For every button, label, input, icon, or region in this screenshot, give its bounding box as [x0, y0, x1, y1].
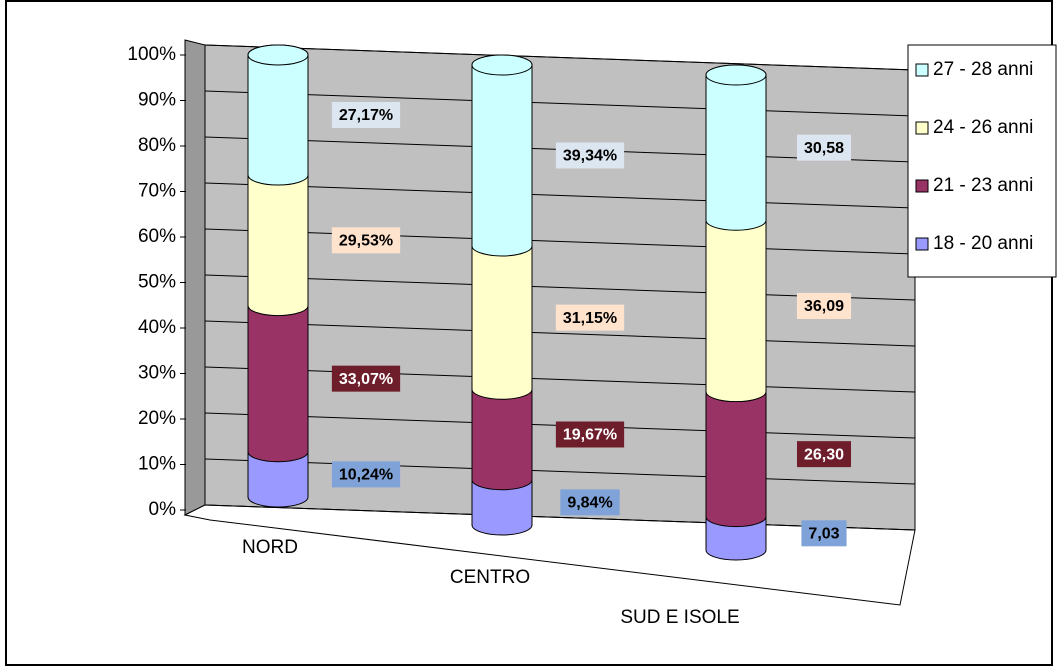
y-tick-label: 40% — [138, 317, 176, 338]
data-label-box — [796, 441, 852, 468]
data-label: 30,58 — [804, 140, 844, 157]
grid-line — [204, 458, 916, 485]
y-tick-label: 30% — [138, 363, 176, 384]
grid-line — [204, 274, 916, 301]
legend-swatch — [915, 121, 929, 135]
legend-swatch — [915, 237, 929, 251]
y-tick-label: 100% — [127, 44, 176, 65]
data-label: 27,17% — [339, 107, 393, 124]
cylinder-segment — [705, 209, 767, 403]
y-tick-label: 10% — [138, 454, 176, 475]
y-tick-label: 70% — [138, 181, 176, 202]
legend-label: 21 - 23 anni — [933, 175, 1033, 196]
data-label: 29,53% — [339, 233, 393, 250]
side-wall — [184, 39, 206, 516]
grid-line — [204, 90, 916, 117]
frame — [5, 0, 1053, 666]
grid-line — [204, 320, 916, 347]
data-label-box — [555, 421, 625, 448]
data-label: 7,03 — [808, 526, 839, 543]
cylinder-cap — [247, 44, 309, 66]
data-label-box — [801, 520, 847, 547]
x-tick-label: SUD E ISOLE — [620, 607, 739, 628]
data-label: 19,67% — [563, 427, 617, 444]
data-label: 10,24% — [339, 467, 393, 484]
legend-box — [907, 44, 1057, 278]
y-tick-label: 60% — [138, 226, 176, 247]
x-tick-label: CENTRO — [450, 567, 530, 588]
data-label-box — [331, 227, 401, 254]
data-label-box — [796, 292, 852, 319]
legend-swatch — [915, 179, 929, 193]
data-label-box — [560, 489, 620, 516]
cylinder-segment — [705, 64, 767, 231]
data-label: 26,30 — [804, 446, 844, 463]
cylinder-cap — [471, 54, 533, 76]
grid-line — [204, 44, 916, 71]
legend-label: 24 - 26 anni — [933, 117, 1033, 138]
y-tick-label: 90% — [138, 90, 176, 111]
y-tick-label: 80% — [138, 135, 176, 156]
data-label-box — [796, 134, 852, 161]
y-tick-label: 20% — [138, 408, 176, 429]
grid-line — [204, 366, 916, 393]
data-label-box — [555, 142, 625, 169]
data-label: 31,15% — [563, 310, 617, 327]
grid-line — [204, 228, 916, 255]
data-label-box — [331, 365, 401, 392]
legend-label: 27 - 28 anni — [933, 59, 1033, 80]
cylinder-segment — [705, 381, 767, 528]
data-label: 33,07% — [339, 371, 393, 388]
cylinder-segment — [247, 164, 309, 317]
data-label-box — [555, 304, 625, 331]
cylinder-segment — [247, 44, 309, 186]
data-label: 36,09 — [804, 298, 844, 315]
data-label-box — [331, 461, 401, 488]
grid-line — [204, 504, 916, 531]
cylinder-segment — [247, 295, 309, 463]
data-label: 9,84% — [567, 495, 612, 512]
data-label: 39,34% — [563, 148, 617, 165]
cylinder-segment — [471, 54, 533, 257]
y-tick-label: 0% — [149, 499, 177, 520]
x-tick-label: NORD — [242, 537, 298, 558]
data-label-box — [331, 102, 401, 129]
cylinder-segment — [471, 235, 533, 400]
cylinder-cap — [705, 64, 767, 86]
legend-swatch — [915, 63, 929, 77]
legend-label: 18 - 20 anni — [933, 233, 1033, 254]
y-tick-label: 50% — [138, 272, 176, 293]
grid-line — [204, 182, 916, 209]
